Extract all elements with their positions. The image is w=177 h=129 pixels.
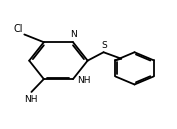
- Text: NH: NH: [78, 76, 91, 85]
- Text: S: S: [101, 41, 107, 50]
- Text: N: N: [70, 30, 77, 39]
- Text: NH: NH: [24, 95, 37, 104]
- Text: Cl: Cl: [14, 24, 24, 34]
